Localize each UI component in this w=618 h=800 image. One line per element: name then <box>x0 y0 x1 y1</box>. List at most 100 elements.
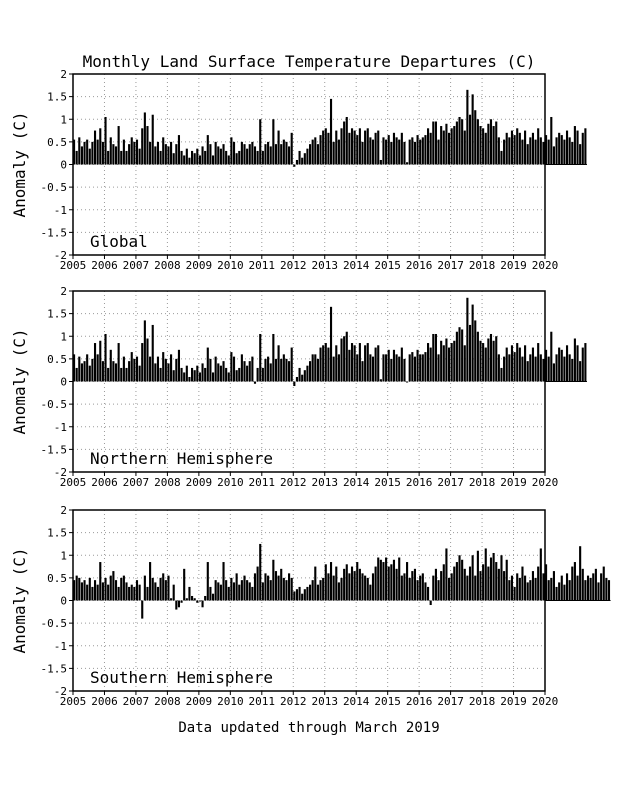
data-bar <box>256 150 259 165</box>
data-bar <box>356 354 359 382</box>
data-bar <box>125 150 128 165</box>
data-bar <box>75 367 78 382</box>
data-bar <box>141 600 144 619</box>
data-bar <box>385 139 388 165</box>
data-bar <box>177 135 181 165</box>
data-bar <box>348 349 351 382</box>
data-bar <box>80 146 83 165</box>
data-bar <box>196 365 199 382</box>
data-bar <box>259 543 262 601</box>
data-bar <box>288 361 291 382</box>
data-bar <box>468 114 472 165</box>
data-bar <box>243 575 246 601</box>
data-bar <box>332 141 335 165</box>
data-bar <box>185 148 188 165</box>
data-bar <box>411 352 414 382</box>
data-bar <box>306 365 309 382</box>
y-tick-label: -1 <box>54 421 67 434</box>
data-bar <box>584 128 587 165</box>
data-bar <box>424 582 427 601</box>
data-bar <box>277 575 280 601</box>
data-bar <box>563 356 566 382</box>
data-bar <box>379 379 382 382</box>
data-bar <box>364 345 367 382</box>
x-tick-label: 2009 <box>186 259 213 272</box>
data-bar <box>191 150 194 165</box>
data-bar <box>248 144 251 165</box>
x-tick-label: 2013 <box>311 476 338 489</box>
data-bar <box>232 141 236 165</box>
data-bar <box>560 349 563 382</box>
data-bar <box>492 340 495 382</box>
data-bar <box>104 116 107 165</box>
data-bar <box>371 139 375 165</box>
data-bar <box>219 584 222 601</box>
data-bar <box>518 132 521 165</box>
data-bar <box>382 354 385 382</box>
data-bar <box>421 354 424 382</box>
data-bar <box>219 148 222 165</box>
data-bar <box>301 593 304 601</box>
data-bar <box>348 132 351 165</box>
data-bar <box>369 584 372 601</box>
data-bar <box>573 338 576 382</box>
data-bar <box>484 548 487 601</box>
data-bar <box>340 577 343 601</box>
data-bar <box>510 575 514 601</box>
data-bar <box>345 564 348 601</box>
x-tick-label: 2016 <box>406 695 433 708</box>
data-bar <box>143 320 146 382</box>
data-bar <box>529 137 532 165</box>
data-bar <box>88 148 91 165</box>
data-bar <box>539 548 542 601</box>
data-bar <box>445 548 448 601</box>
data-bar <box>324 343 327 382</box>
data-bar <box>369 137 372 165</box>
data-bar <box>285 358 288 382</box>
data-bar <box>99 128 102 165</box>
data-bar <box>429 600 432 606</box>
data-bar <box>311 354 314 382</box>
data-bar <box>419 575 422 601</box>
data-bar <box>524 345 527 382</box>
data-bar <box>482 564 485 601</box>
data-bar <box>361 573 364 601</box>
x-tick-label: 2011 <box>249 259 276 272</box>
data-bar <box>500 367 503 382</box>
data-bar <box>172 370 175 382</box>
data-bar <box>314 137 317 165</box>
data-bar <box>484 347 487 382</box>
data-bar <box>206 562 209 601</box>
data-bar <box>230 577 233 601</box>
data-bar <box>290 347 293 382</box>
data-bar <box>329 98 333 165</box>
y-tick-label: 0 <box>60 595 67 608</box>
data-bar <box>329 306 333 382</box>
x-tick-label: 2017 <box>437 476 464 489</box>
data-bar <box>170 598 173 601</box>
data-bar <box>327 347 330 382</box>
data-bar <box>526 144 529 165</box>
data-bar <box>505 559 508 601</box>
data-bar <box>225 150 228 165</box>
data-bar <box>316 584 319 601</box>
data-bar <box>112 144 115 165</box>
data-bar <box>253 573 257 601</box>
data-bar <box>471 555 474 601</box>
data-bar <box>408 139 411 165</box>
data-bar <box>463 568 466 601</box>
data-bar <box>453 340 456 382</box>
data-bar <box>301 157 304 165</box>
data-bar <box>416 349 419 382</box>
data-bar <box>135 356 139 382</box>
data-bar <box>484 132 487 165</box>
data-bar <box>377 557 380 601</box>
data-bar <box>75 150 78 165</box>
data-bar <box>343 568 346 601</box>
y-tick-label: -0.5 <box>41 617 68 630</box>
data-bar <box>235 153 238 165</box>
data-bar <box>177 349 181 382</box>
data-bar <box>201 146 204 165</box>
data-bar <box>379 559 382 601</box>
data-bar <box>503 139 506 165</box>
